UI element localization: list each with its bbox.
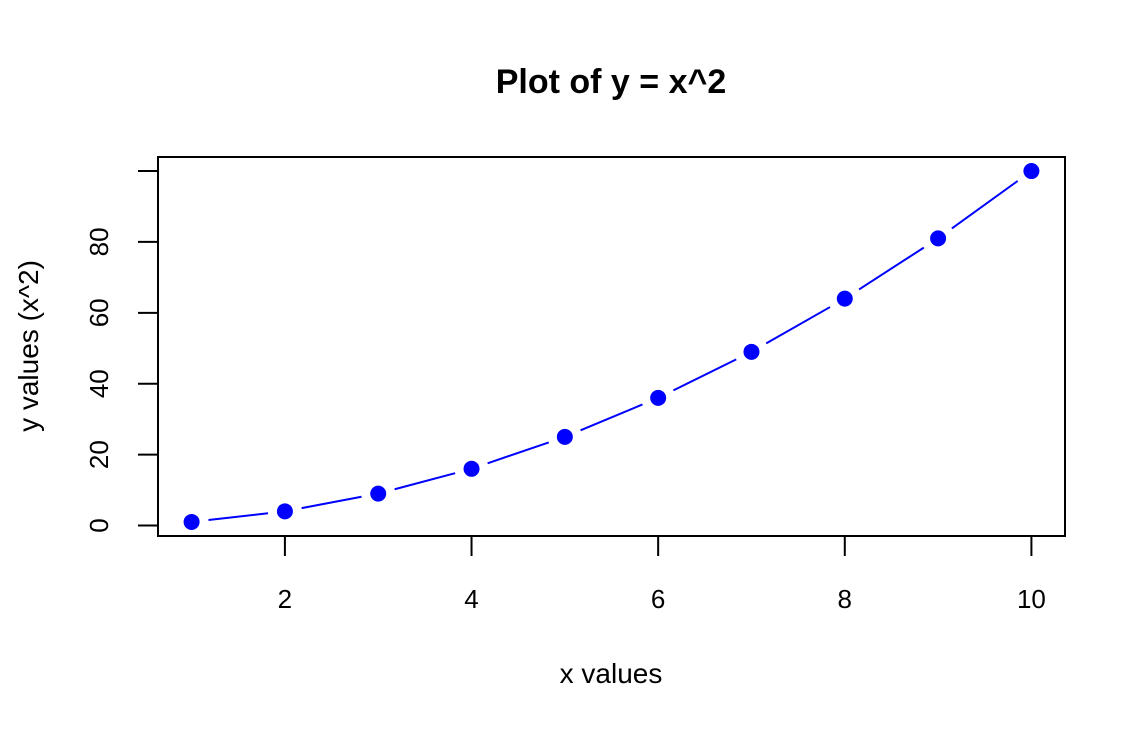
series-line-segment [765, 306, 831, 345]
series-line-segment [672, 358, 737, 392]
x-axis: 2 4 6 8 10 [278, 535, 1046, 614]
series-line-segment [580, 403, 643, 432]
y-axis: 0 20 40 60 80 [84, 170, 159, 533]
data-point [463, 460, 480, 477]
data-point [1023, 163, 1040, 180]
data-point [370, 485, 387, 502]
y-tick-label: 80 [84, 227, 114, 256]
x-tick-label: 6 [651, 584, 665, 614]
y-tick-label: 40 [84, 369, 114, 398]
x-tick-label: 8 [838, 584, 852, 614]
x-tick-label: 10 [1017, 584, 1046, 614]
data-point [276, 503, 293, 520]
data-point [650, 389, 667, 406]
series-line-segment [951, 180, 1019, 230]
y-tick-label: 60 [84, 298, 114, 327]
x-axis-label: x values [560, 658, 663, 689]
plot-frame [157, 156, 1066, 537]
series-line-segment [208, 512, 269, 522]
data-point [183, 513, 200, 530]
y-tick-label: 0 [84, 518, 114, 532]
x-tick-label: 2 [278, 584, 292, 614]
chart-title: Plot of y = x^2 [496, 63, 727, 101]
y-axis-label: y values (x^2) [13, 260, 44, 432]
y-tick-label: 20 [84, 440, 114, 469]
data-point [556, 428, 573, 445]
data-point [836, 290, 853, 307]
series-line-segment [301, 495, 362, 510]
series-line-segment [858, 246, 925, 291]
data-point [930, 230, 947, 247]
series-line-segment [487, 441, 550, 465]
data-point [743, 343, 760, 360]
x-tick-label: 4 [464, 584, 478, 614]
series-line-segment [394, 472, 456, 491]
series-layer [183, 163, 1040, 530]
